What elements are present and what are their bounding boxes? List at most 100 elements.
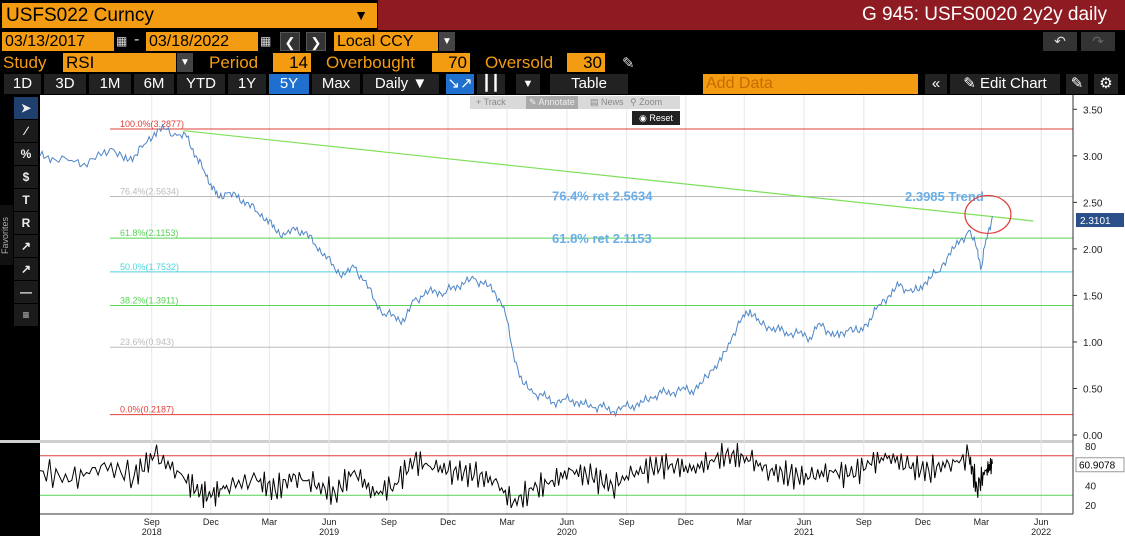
frequency-select[interactable]: Daily ▼ [363,74,439,94]
calendar-icon[interactable]: ▦ [116,34,128,48]
range-6m-button[interactable]: 6M [134,74,174,94]
reset-icon: ◉ [639,113,647,123]
ray-line-icon[interactable]: ↗ [14,258,38,280]
x-tick-label: Jun [322,517,337,527]
x-tick-label: Mar [737,517,753,527]
range-1y-button[interactable]: 1Y [228,74,266,94]
collapse-icon[interactable]: « [925,74,947,94]
redo-icon[interactable]: ↷ [1081,32,1115,51]
line-draw-icon[interactable]: ∕ [14,120,38,142]
range-max-button[interactable]: Max [312,74,360,94]
y-tick-label: 0.00 [1083,431,1103,442]
x-tick-label: Mar [262,517,278,527]
pencil-icon[interactable]: ✎ [622,55,635,72]
arrow-select-icon[interactable]: ➤ [14,97,38,119]
last-value-tag [1076,213,1124,228]
edit-icon[interactable]: ✎ [1066,74,1088,94]
track-button[interactable]: + Track [476,97,506,107]
title-bar: USFS022 Curncy ▼ G 945: USFS0020 2y2y da… [0,0,1125,30]
news-button[interactable]: ▤ News [590,97,624,107]
graph-title-bar: G 945: USFS0020 2y2y daily [378,0,1125,30]
study-bar: Study RSI ▼ Period 14 Overbought 70 Over… [0,52,1125,73]
table-button[interactable]: Table [550,74,628,94]
annotation-label: 61.8% ret 2.1153 [552,231,652,246]
currency-select[interactable]: Local CCY [334,32,438,51]
last-value-label: 2.3101 [1080,216,1111,227]
r-tool-icon[interactable]: R [14,212,38,234]
x-year-label: 2021 [794,527,814,536]
horizontal-line-icon[interactable]: — [14,281,38,303]
study-label: Study [3,53,47,72]
period-input[interactable]: 14 [273,53,311,72]
fib-level-label: 76.4%(2.5634) [120,186,179,196]
panel-divider [0,440,1125,443]
line-chart-icon[interactable]: ↘↗ [446,74,474,94]
date-separator: - [134,31,140,48]
zoom-button[interactable]: ⚲ Zoom [630,97,663,107]
y-tick-label: 2.00 [1083,245,1103,256]
chart-type-dropdown-icon[interactable]: ▼ [516,74,540,94]
price-chart[interactable]: 100.0%(3.2877) 76.4%(2.5634) 61.8%(2.1153)… [0,95,1125,536]
fib-level-label: 61.8%(2.1153) [120,228,178,238]
overbought-input[interactable]: 70 [432,53,470,72]
rsi-line [39,442,993,509]
study-select[interactable]: RSI [63,53,176,72]
oversold-label: Oversold [485,53,554,72]
range-ytd-button[interactable]: YTD [177,74,225,94]
y-tick-label: 3.50 [1083,105,1103,116]
add-data-input[interactable]: Add Data [703,74,918,94]
highlight-circle [964,194,1012,235]
bar-chart-icon[interactable]: ┃┃ [477,74,505,94]
x-tick-label: Dec [203,517,220,527]
range-5y-button[interactable]: 5Y [269,74,309,94]
chart-mode-bar: + Track ✎ Annotate ▤ News ⚲ Zoom [470,96,680,109]
annotate-button[interactable]: ✎ Annotate [526,96,578,109]
annotation-label: 2.3985 Trend [905,189,984,204]
favorites-tab[interactable]: Favorites [0,205,13,265]
ticker-input[interactable]: USFS022 Curncy [2,3,345,28]
zoom-label: Zoom [639,97,663,107]
trend-line-icon[interactable]: ↗ [14,235,38,257]
fib-level-label: 38.2%(1.3911) [120,296,178,306]
prev-period-icon[interactable]: ❮ [280,32,300,51]
ticker-dropdown-icon[interactable]: ▼ [345,3,377,28]
x-tick-label: Dec [915,517,932,527]
gear-icon[interactable]: ⚙ [1094,74,1118,94]
edit-chart-button[interactable]: ✎ Edit Chart [950,74,1060,94]
percent-tool-icon[interactable]: % [14,143,38,165]
x-tick-label: Dec [440,517,457,527]
main-plot-background [40,95,1073,439]
rsi-tick-label: 40 [1085,481,1097,492]
end-date-input[interactable]: 03/18/2022 [146,32,258,51]
oversold-input[interactable]: 30 [567,53,605,72]
caret-down-icon: ▼ [412,75,428,92]
fibonacci-levels: 100.0%(3.2877) 76.4%(2.5634) 61.8%(2.1153)… [110,119,1073,416]
undo-icon[interactable]: ↶ [1043,32,1077,51]
x-axis-background [40,514,1073,536]
next-period-icon[interactable]: ❯ [306,32,326,51]
range-1m-button[interactable]: 1M [89,74,131,94]
rsi-last-value-tag [1075,457,1125,473]
range-3d-button[interactable]: 3D [44,74,86,94]
annotation-label: 76.4% ret 2.5634 [552,188,653,203]
start-date-input[interactable]: 03/13/2017 [2,32,114,51]
period-label: Period [209,53,259,72]
calendar-icon[interactable]: ▦ [260,34,272,48]
text-tool-icon[interactable]: T [14,189,38,211]
range-1d-button[interactable]: 1D [4,74,41,94]
reset-button[interactable]: ◉ Reset [632,111,680,125]
trend-line [183,130,1034,222]
x-tick-label: Sep [144,517,160,527]
chevron-down-icon[interactable]: ▼ [439,32,455,51]
x-tick-label: Sep [381,517,397,527]
date-range-bar: 03/13/2017 ▦ - 03/18/2022 ▦ ❮ ❯ Local CC… [0,30,1125,52]
overbought-label: Overbought [326,53,415,72]
chevron-down-icon[interactable]: ▼ [177,53,193,72]
dollar-tool-icon[interactable]: $ [14,166,38,188]
annotate-label: Annotate [538,97,575,107]
channel-icon[interactable]: ≡ [14,304,38,326]
track-label: Track [483,97,506,107]
frequency-label: Daily [374,75,409,92]
rsi-plot-background [40,437,1073,514]
pencil-icon: ✎ [963,75,976,92]
